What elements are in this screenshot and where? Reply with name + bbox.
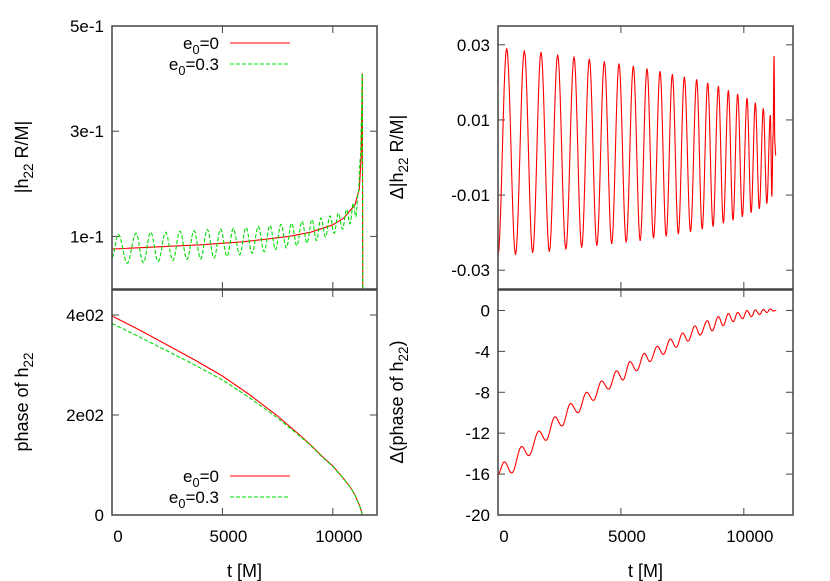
y-tick-label: 5e-1 <box>70 17 104 36</box>
x-tick-label: 10000 <box>315 527 362 546</box>
legend-label-text: e <box>169 55 178 74</box>
series-line-e0-0 <box>112 73 364 289</box>
series-line-e0-0.3 <box>112 73 364 289</box>
y-tick-label: -0.03 <box>451 261 490 280</box>
y-tick-label: 0 <box>95 506 104 525</box>
plot-frame <box>497 25 794 290</box>
legend-label-subscript: 0 <box>178 496 185 511</box>
series-line-e0-0 <box>112 315 363 515</box>
y-tick-label: 3e-1 <box>70 122 104 141</box>
legend-label-text: e <box>183 34 192 53</box>
y-axis-label-text: R/M| <box>387 115 407 158</box>
legend-label: e0=0.3 <box>169 488 219 511</box>
x-tick-label: 0 <box>499 527 508 546</box>
legend-label-text: =0.3 <box>185 488 219 507</box>
y-axis-label-text: phase of h <box>12 367 32 451</box>
x-tick-label: 10000 <box>726 527 773 546</box>
y-tick-label: -20 <box>465 506 490 525</box>
y-tick-label: 1e-1 <box>70 227 104 246</box>
x-axis-label: t [M] <box>227 561 262 581</box>
y-axis-label: Δ|h22 R/M| <box>387 115 411 199</box>
panel-bottom-right: -20 -16 -12 -8 -4 0 0 5000 10000 Δ(phase of h22) t… <box>387 289 794 581</box>
y-axis-label-subscript: 22 <box>396 157 411 172</box>
x-tick-label: 5000 <box>210 527 248 546</box>
legend-label-text: e <box>183 467 192 486</box>
legend-label-subscript: 0 <box>193 475 200 490</box>
legend-entry: e0=0 <box>183 467 290 490</box>
legend-label-subscript: 0 <box>178 63 185 78</box>
legend-label: e0=0 <box>183 34 219 57</box>
y-axis-label-subscript: 22 <box>396 346 411 361</box>
y-axis-label: phase of h22 <box>12 352 36 451</box>
y-tick-label: -8 <box>475 383 490 402</box>
y-axis-label: |h22 R/M| <box>12 121 36 193</box>
x-tick-label: 0 <box>113 527 122 546</box>
legend-entry: e0=0.3 <box>169 55 290 78</box>
y-tick-label: 4e02 <box>66 306 104 325</box>
legend-label: e0=0.3 <box>169 55 219 78</box>
plot-frame <box>111 25 378 290</box>
panel-top-right: -0.03 -0.01 0.01 0.03 Δ|h22 R/M| <box>387 25 794 290</box>
y-tick-label: 0 <box>481 301 490 320</box>
x-tick-label: 5000 <box>608 527 646 546</box>
legend-label-subscript: 0 <box>193 42 200 57</box>
y-axis-label-text: ) <box>387 340 407 346</box>
plot-frame <box>111 289 378 516</box>
legend-entry: e0=0 <box>183 34 290 57</box>
y-tick-label: 0.01 <box>457 111 490 130</box>
series-line-e0-0.3 <box>112 323 363 515</box>
y-axis-label: Δ(phase of h22) <box>387 340 411 463</box>
legend-label: e0=0 <box>183 467 219 490</box>
plot-frame <box>497 289 794 516</box>
legend-label-text: =0 <box>200 467 219 486</box>
y-axis-label-text: Δ|h <box>387 172 407 199</box>
panel-top-left: 1e-13e-15e-1|h22 R/M|e0=0e0=0.3 <box>12 17 378 290</box>
y-tick-label: -16 <box>465 465 490 484</box>
legend-label-text: =0 <box>200 34 219 53</box>
y-axis-label-text: |h <box>12 179 32 194</box>
y-tick-label: -0.01 <box>451 186 490 205</box>
legend-entry: e0=0.3 <box>169 488 290 511</box>
series-line-0 <box>498 48 777 256</box>
legend-label-text: =0.3 <box>185 55 219 74</box>
y-tick-label: -4 <box>475 342 490 361</box>
y-tick-label: 0.03 <box>457 36 490 55</box>
x-axis-label: t [M] <box>628 561 663 581</box>
legend-label-text: e <box>169 488 178 507</box>
y-axis-label-subscript: 22 <box>21 352 36 367</box>
y-tick-label: 2e02 <box>66 406 104 425</box>
y-axis-label-text: R/M| <box>12 121 32 164</box>
series-line-0 <box>498 308 777 475</box>
y-axis-label-text: Δ(phase of h <box>387 361 407 463</box>
y-tick-label: -12 <box>465 424 490 443</box>
y-axis-label-subscript: 22 <box>21 163 36 178</box>
